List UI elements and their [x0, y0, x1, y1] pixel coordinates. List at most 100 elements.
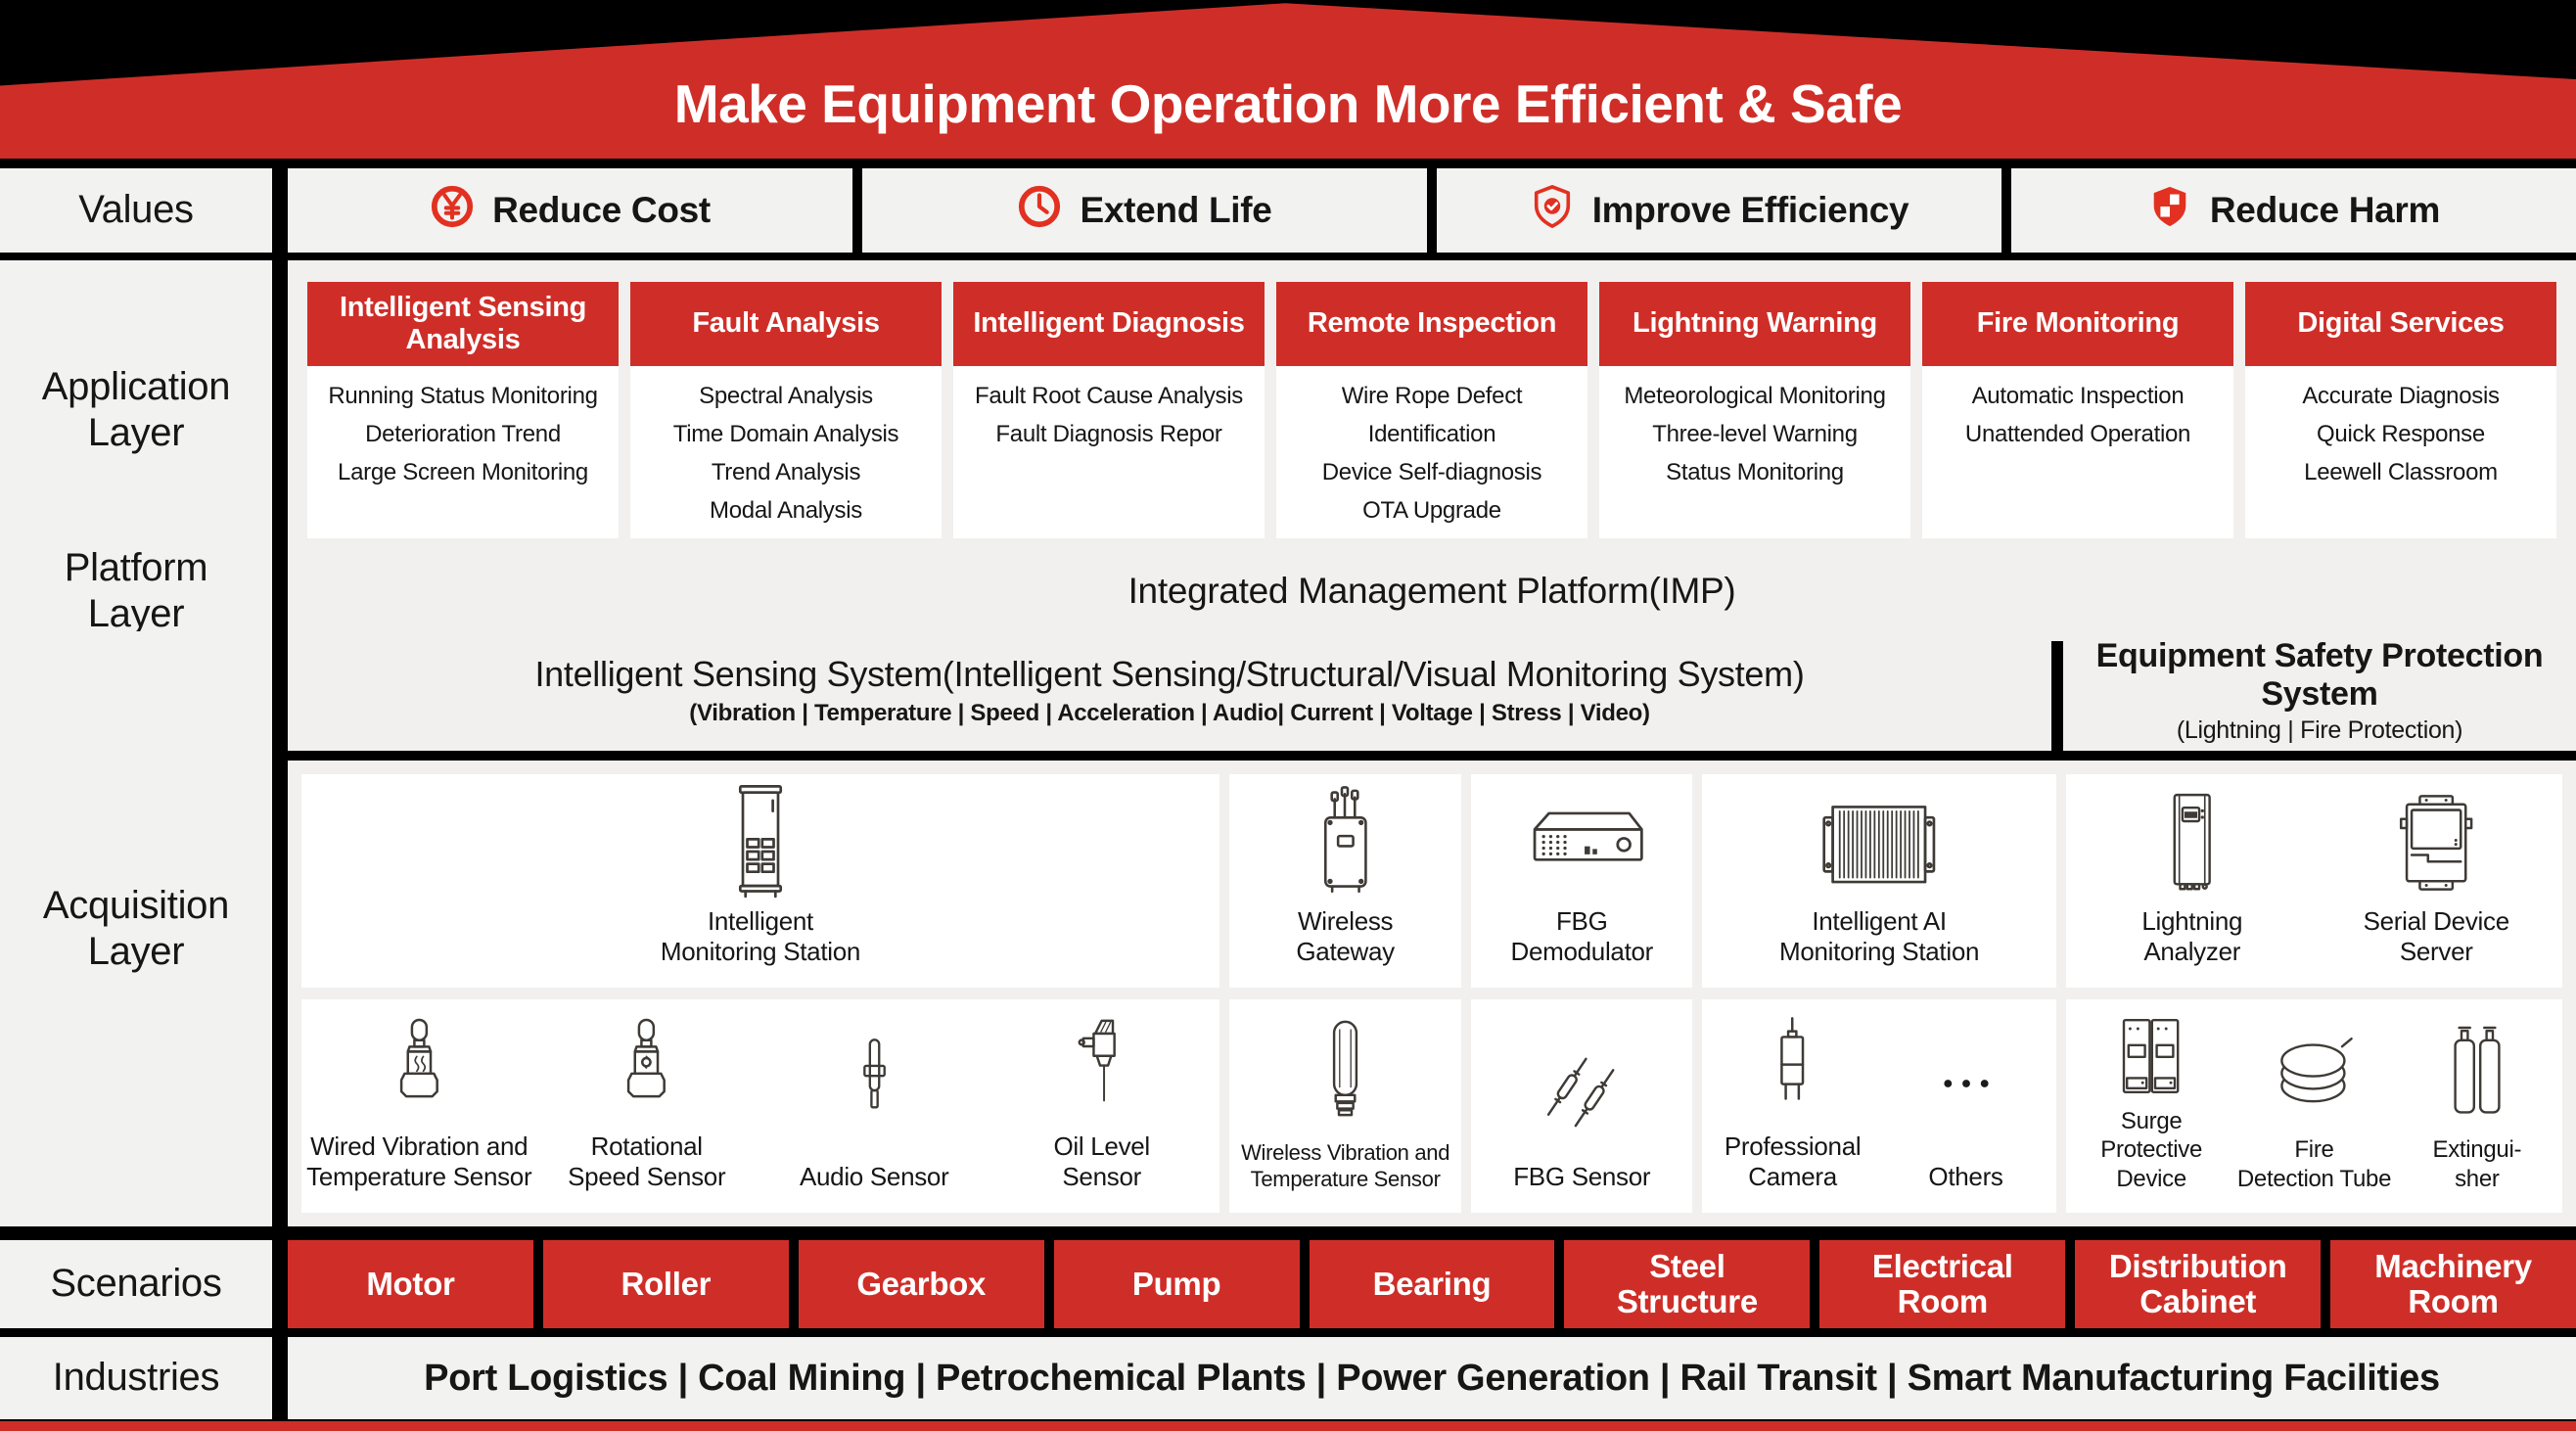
device-cell: Intelligent AI Monitoring Station — [1702, 774, 2056, 988]
app-card-fault-analysis: Fault Analysis Spectral Analysis Time Do… — [630, 282, 942, 538]
device-label: Audio Sensor — [799, 1162, 949, 1192]
page-title: Make Equipment Operation More Efficient … — [673, 73, 1903, 134]
scenarios-row-label: Scenarios — [0, 1240, 272, 1328]
device-label: FBG Demodulator — [1510, 905, 1654, 967]
app-card-title: Fault Analysis — [630, 282, 942, 366]
wired-vibration-temperature-sensor-icon — [383, 1005, 456, 1131]
app-card-intelligent-sensing-analysis: Intelligent Sensing Analysis Running Sta… — [307, 282, 619, 538]
device-cell: Wired Vibration and Temperature Sensor — [301, 999, 1219, 1213]
devices-panel: Intelligent Monitoring Station — [288, 761, 2576, 1226]
integrated-management-platform: Integrated Management Platform(IMP) — [288, 541, 2576, 642]
scenario-roller: Roller — [542, 1240, 789, 1328]
device-label: Intelligent Monitoring Station — [660, 905, 861, 967]
device-fbg-demodulator: FBG Demodulator — [1475, 780, 1688, 982]
app-card-items: Automatic Inspection Unattended Operatio… — [1922, 366, 2233, 538]
application-layer-row: Application Layer Intelligent Sensing An… — [0, 260, 2576, 560]
industries-list: Port Logistics | Coal Mining | Petrochem… — [288, 1337, 2576, 1419]
surge-protective-device-icon — [2108, 1005, 2194, 1107]
platform-layer-label: Platform Layer — [0, 541, 272, 642]
device-cell: Wireless Vibration and Temperature Senso… — [1228, 999, 1462, 1213]
value-improve-efficiency: Improve Efficiency — [1437, 168, 2001, 253]
scenario-bearing: Bearing — [1309, 1240, 1555, 1328]
value-label: Reduce Cost — [492, 190, 711, 230]
app-card-title: Intelligent Sensing Analysis — [307, 282, 619, 366]
app-card-items: Wire Rope Defect Identification Device S… — [1276, 366, 1587, 538]
monitoring-station-icon — [716, 780, 805, 906]
app-card-lightning-warning: Lightning Warning Meteorological Monitor… — [1599, 282, 1910, 538]
value-extend-life: Extend Life — [862, 168, 1427, 253]
sensing-band-subtitle: (Vibration | Temperature | Speed | Accel… — [689, 700, 1650, 727]
device-wireless-gateway: Wireless Gateway — [1233, 780, 1457, 982]
device-oil-level-sensor: Oil Level Sensor — [988, 1005, 1215, 1207]
value-label: Extend Life — [1080, 190, 1272, 230]
wireless-gateway-icon — [1304, 780, 1388, 906]
app-card-items: Accurate Diagnosis Quick Response Leewel… — [2245, 366, 2556, 538]
industries-row-label: Industries — [0, 1337, 272, 1419]
device-label: FBG Sensor — [1513, 1162, 1651, 1192]
device-label: Wired Vibration and Temperature Sensor — [306, 1131, 532, 1192]
app-card-items: Spectral Analysis Time Domain Analysis T… — [630, 366, 942, 538]
device-cell: Lightning Analyzer — [2065, 774, 2562, 988]
value-reduce-harm: Reduce Harm — [2011, 168, 2576, 253]
sensing-band-title: Intelligent Sensing System(Intelligent S… — [534, 653, 1805, 694]
device-fire-detection-tube: Fire Detection Tube — [2232, 1005, 2395, 1207]
device-label: Surge Protective Device — [2100, 1108, 2203, 1192]
values-row: Values Reduce Cost Extend — [0, 168, 2576, 253]
device-label: Intelligent AI Monitoring Station — [1778, 905, 1980, 967]
safety-band-title: Equipment Safety Protection System — [2095, 637, 2544, 713]
scenario-pump: Pump — [1053, 1240, 1300, 1328]
device-cell: Wireless Gateway — [1228, 774, 1462, 988]
device-extinguisher: Extingui- sher — [2396, 1005, 2558, 1207]
oil-level-sensor-icon — [1070, 1005, 1133, 1131]
device-label: Rotational Speed Sensor — [568, 1131, 726, 1192]
scenario-motor: Motor — [288, 1240, 533, 1328]
ellipsis-icon — [1933, 1005, 2000, 1162]
audio-sensor-icon — [851, 1005, 897, 1162]
device-wireless-vibration-temperature-sensor: Wireless Vibration and Temperature Senso… — [1233, 1005, 1457, 1207]
equipment-safety-protection-band: Equipment Safety Protection System (Ligh… — [2063, 631, 2576, 751]
app-card-title: Intelligent Diagnosis — [953, 282, 1265, 366]
scenario-distribution-cabinet: Distribution Cabinet — [2075, 1240, 2322, 1328]
industries-row: Industries Port Logistics | Coal Mining … — [0, 1337, 2576, 1419]
extinguisher-icon — [2442, 1005, 2512, 1135]
banner: Make Equipment Operation More Efficient … — [0, 3, 2576, 159]
wireless-vibration-temperature-sensor-icon — [1317, 1005, 1373, 1140]
device-label: Lightning Analyzer — [2141, 905, 2243, 967]
app-card-fire-monitoring: Fire Monitoring Automatic Inspection Una… — [1922, 282, 2233, 538]
app-card-title: Remote Inspection — [1276, 282, 1587, 366]
scenario-machinery-room: Machinery Room — [2330, 1240, 2576, 1328]
scenario-steel-structure: Steel Structure — [1564, 1240, 1811, 1328]
yen-coin-icon — [430, 184, 475, 238]
app-card-intelligent-diagnosis: Intelligent Diagnosis Fault Root Cause A… — [953, 282, 1265, 538]
app-card-digital-services: Digital Services Accurate Diagnosis Quic… — [2245, 282, 2556, 538]
app-card-items: Running Status Monitoring Deterioration … — [307, 366, 619, 538]
app-card-title: Lightning Warning — [1599, 282, 1910, 366]
device-cell: FBG Sensor — [1471, 999, 1693, 1213]
bottom-red-strip — [0, 1421, 2576, 1431]
device-label: Fire Detection Tube — [2236, 1136, 2392, 1192]
device-label: Extingui- sher — [2432, 1136, 2522, 1192]
device-label: Others — [1928, 1162, 2003, 1192]
acquisition-layer-row: Acquisition Layer Intelligent Sensing Sy… — [0, 631, 2576, 1226]
device-professional-camera: Professional Camera — [1706, 1005, 1879, 1207]
device-rotational-speed-sensor: Rotational Speed Sensor — [532, 1005, 759, 1207]
intelligent-sensing-system-band: Intelligent Sensing System(Intelligent S… — [288, 631, 2051, 751]
device-label: Professional Camera — [1724, 1131, 1862, 1192]
device-surge-protective-device: Surge Protective Device — [2070, 1005, 2232, 1207]
device-fbg-sensor: FBG Sensor — [1475, 1005, 1688, 1207]
shield-harm-icon — [2147, 184, 2192, 238]
scenarios-row: Scenarios Motor Roller Gearbox Pump Bear… — [0, 1240, 2576, 1328]
app-card-items: Fault Root Cause Analysis Fault Diagnosi… — [953, 366, 1265, 538]
device-cell: Surge Protective Device — [2065, 999, 2562, 1213]
fire-detection-tube-icon — [2264, 1005, 2366, 1135]
scenario-electrical-room: Electrical Room — [1819, 1240, 2066, 1328]
app-card-title: Fire Monitoring — [1922, 282, 2233, 366]
app-card-remote-inspection: Remote Inspection Wire Rope Defect Ident… — [1276, 282, 1587, 538]
fbg-sensor-icon — [1534, 1005, 1630, 1162]
ai-monitoring-station-icon — [1814, 780, 1945, 906]
device-label: Wireless Vibration and Temperature Senso… — [1241, 1140, 1450, 1192]
device-label: Oil Level Sensor — [1053, 1131, 1150, 1192]
device-others: Others — [1879, 1005, 2052, 1207]
device-cell: Professional Camera Others — [1702, 999, 2056, 1213]
